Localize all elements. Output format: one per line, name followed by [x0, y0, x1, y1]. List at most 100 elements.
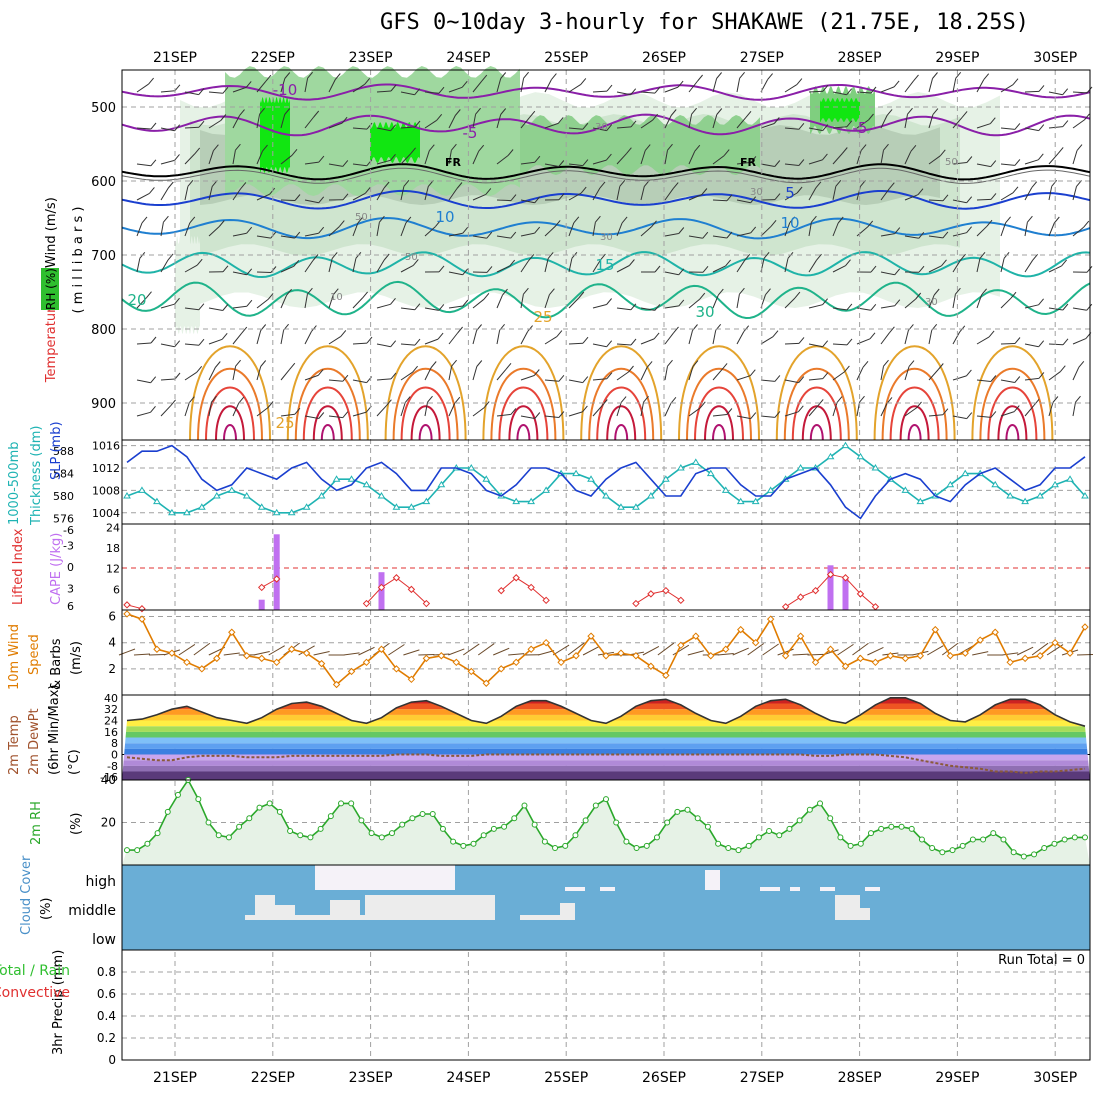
temp-contour-40 [704, 405, 734, 441]
rh2m-line-point [215, 832, 222, 839]
slp-axis-title: 1000-500mb [7, 441, 22, 525]
rh2m-line-point [439, 825, 446, 832]
wind-barb [376, 378, 392, 381]
wind-barb [448, 150, 452, 165]
wind-barb-feather [692, 324, 698, 331]
rh2m-line-point [725, 845, 732, 851]
thickness-line-point [407, 503, 416, 510]
date-label-bottom: 23SEP [349, 1070, 393, 1086]
wind-barb [280, 114, 286, 129]
lifted-index-point [632, 599, 640, 608]
wind-barb-feather [796, 78, 803, 85]
wind-barb [616, 402, 622, 417]
wind-barb [976, 258, 981, 273]
thickness-line-point [676, 464, 685, 471]
wind-barb [160, 127, 175, 132]
thickness-line-point [437, 480, 446, 488]
cloud-high-block [565, 887, 585, 891]
wind-barb [136, 83, 149, 93]
wind-barb-feather [990, 193, 997, 200]
wind-barb [328, 415, 343, 419]
thickness-line-point [138, 486, 146, 493]
wind-barb [952, 162, 967, 165]
lifted-index-point [138, 605, 146, 613]
wind-barb-feather [1084, 113, 1090, 121]
wind-barb [1000, 258, 1005, 273]
wind-barb [400, 91, 415, 96]
lifted-index-point [512, 574, 520, 582]
wind-barb [136, 342, 152, 345]
wind-barb-feather [822, 298, 828, 306]
wind-barb [904, 407, 917, 417]
wind-barb [712, 114, 718, 129]
rh2m-line-point [939, 849, 946, 856]
wind-barb-feather [267, 401, 274, 408]
wind10-axis-label-1: 10m Wind [7, 624, 22, 690]
wind10-speed-line-point [1021, 654, 1029, 663]
wind-barb [904, 194, 919, 201]
wind-barb-feather [933, 288, 940, 296]
wind-barb [136, 379, 151, 384]
wind-barb [952, 199, 967, 204]
wind-barb-feather [246, 299, 253, 307]
wind-barb [856, 402, 860, 417]
temp-contour-45 [809, 424, 824, 441]
temp-contour-30 [686, 367, 752, 441]
wind-barb [736, 375, 751, 381]
wind-barb [232, 271, 247, 276]
wind10-speed-line-point [946, 652, 954, 660]
temp-contour-25 [971, 345, 1054, 441]
rh2m-line-point [1031, 851, 1038, 858]
wind-barb-feather [868, 113, 874, 121]
pressure-axis-title: ( m i l l i b a r s ) [71, 207, 86, 314]
date-label-bottom: 25SEP [544, 1070, 588, 1086]
wind-barb-feather [318, 196, 325, 204]
wind-barb-feather [364, 186, 371, 194]
wind-barb-feather [580, 78, 587, 85]
wind-barb-feather [765, 288, 771, 296]
wind-barb [304, 116, 315, 129]
wind-barb-feather [989, 117, 996, 125]
wind-barb [1048, 402, 1054, 417]
rh2m-line-point [348, 800, 355, 807]
wind-barb [136, 258, 141, 273]
wind-barb-feather [961, 111, 968, 118]
wind-barb-feather [886, 397, 893, 404]
wind-barb [376, 303, 391, 309]
thickness-line-point [512, 497, 521, 505]
temp-contour-30 [881, 367, 948, 441]
wind-barb-feather [749, 369, 756, 377]
wind-barb-feather [189, 216, 196, 224]
wind-barb [616, 91, 631, 96]
wind-barb [544, 79, 552, 93]
cape-tick: 12 [106, 563, 120, 576]
thickness-line-point [242, 492, 251, 499]
wind-barb [400, 126, 416, 129]
wind-barb [184, 343, 200, 346]
wind-barb-feather [289, 362, 296, 370]
chart-title: GFS 0~10day 3-hourly for SHAKAWE (21.75E… [380, 10, 1030, 35]
wind-barb [1048, 126, 1063, 129]
wind-barb [1000, 84, 1014, 93]
rh2m-line-point [694, 815, 701, 822]
rh2m-line-point [796, 817, 803, 824]
wind-barb [1000, 127, 1015, 130]
thickness-line-point [1051, 480, 1059, 488]
rh-contour-label: 30 [600, 232, 613, 243]
wind-barb [880, 86, 895, 93]
wind10-barb [732, 647, 749, 656]
wind-barb [640, 150, 646, 165]
wind-barb-feather [816, 253, 822, 261]
wind-barb-feather [646, 361, 653, 368]
date-label-bottom: 24SEP [446, 1070, 490, 1086]
wind10-speed-line-point [497, 665, 505, 673]
wind-barb [1000, 163, 1015, 166]
wind-barb [640, 402, 644, 417]
wind-barb [928, 199, 944, 202]
wind-barb-feather [149, 187, 155, 194]
wind-barb-feather [870, 86, 877, 94]
temp-contour-40 [508, 405, 539, 441]
wind-barb [376, 405, 387, 417]
wind-barb-feather [456, 182, 463, 189]
temp-contour-45 [1005, 424, 1020, 441]
